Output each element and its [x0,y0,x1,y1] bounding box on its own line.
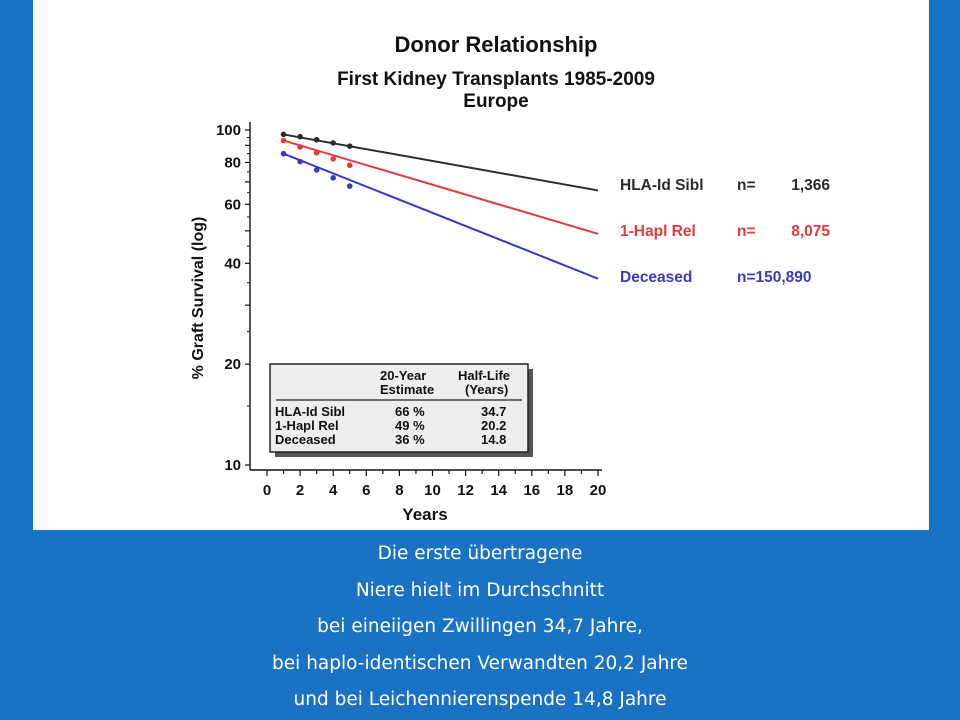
caption-line: bei eineiigen Zwillingen 34,7 Jahre, [317,616,643,637]
legend-series-name: Deceased [620,269,692,286]
x-tick-label: 0 [263,482,271,499]
legend-n-label: n= [737,177,756,194]
series-point [313,149,320,156]
series-point [330,156,337,162]
table-header-estimate-1: 20-Year [380,368,426,383]
series-point [280,137,287,144]
series-point [297,133,303,140]
x-tick-label: 16 [523,482,540,499]
series-point [330,174,337,181]
series-point [330,140,337,146]
series-point [346,143,353,149]
y-tick-label: 10 [224,457,241,474]
series-point [346,183,353,189]
y-tick-label: 100 [216,122,241,139]
table-row-label: Deceased [275,432,336,447]
legend-n-value: 8,075 [791,223,830,240]
table-row-halflife: 34.7 [481,404,506,419]
x-tick-label: 6 [362,482,370,499]
legend-n-label: n=150,890 [737,269,812,286]
table-row-label: HLA-Id Sibl [275,404,345,419]
summary-table: 20-Year Estimate Half-Life (Years) HLA-I… [269,363,533,457]
series-line [283,152,599,280]
series-point [280,131,287,138]
series-line [283,139,599,235]
y-tick-label: 40 [224,255,241,272]
y-axis-label: % Graft Survival (log) [190,217,207,380]
series-point [297,144,303,150]
graft-survival-chart: Donor Relationship First Kidney Transpla… [190,32,830,524]
table-row-estimate: 66 % [395,404,425,419]
legend-series-name: 1-Hapl Rel [620,223,696,240]
caption-line: bei haplo-identischen Verwandten 20,2 Ja… [272,652,688,674]
y-tick-label: 60 [224,196,241,213]
series-line [283,133,599,192]
series-point [346,162,353,169]
chart-title: Donor Relationship [395,32,598,57]
chart-subtitle-line-1: First Kidney Transplants 1985-2009 [337,69,655,90]
chart-subtitle-line-2: Europe [463,91,528,112]
table-row-estimate: 36 % [395,432,425,447]
table-header-halflife-2: (Years) [465,382,508,397]
x-tick-label: 4 [329,482,338,499]
table-row-estimate: 49 % [395,418,425,433]
chart-panel: Donor Relationship First Kidney Transpla… [33,0,929,530]
x-tick-label: 20 [590,482,607,499]
table-row-label: 1-Hapl Rel [275,418,339,433]
summary-table-box [269,363,529,453]
x-tick-label: 8 [395,482,403,499]
caption-line: Niere hielt im Durchschnitt [355,579,605,601]
legend-n-label: n= [737,223,756,240]
x-tick-label: 10 [424,482,441,499]
legend: HLA-Id Sibl n= 1,366 1-Hapl Rel n= 8,075 Decea… [620,177,830,286]
series-point [313,136,320,143]
x-axis-label: Years [402,505,447,524]
series-point [280,150,287,157]
table-header-estimate-2: Estimate [380,382,434,397]
y-tick-label: 80 [224,154,241,171]
table-row-halflife: 20.2 [481,418,506,433]
legend-series-name: HLA-Id Sibl [620,177,704,194]
table-header-halflife-1: Half-Life [458,368,510,383]
series-point [313,167,320,173]
x-tick-label: 12 [457,482,474,499]
caption: Die erste übertragene Niere hielt im Dur… [0,536,960,719]
caption-line: Die erste übertragene [377,543,583,564]
plot-area [280,131,599,280]
x-tick-label: 2 [296,482,304,499]
axes [245,122,602,476]
x-tick-label: 18 [557,482,574,499]
caption-line: und bei Leichennierenspende 14,8 Jahre [293,689,667,710]
y-tick-label: 20 [224,356,241,373]
table-row-halflife: 14.8 [481,432,506,447]
series-point [297,158,303,165]
x-tick-label: 14 [490,482,507,499]
legend-n-value: 1,366 [791,177,830,194]
